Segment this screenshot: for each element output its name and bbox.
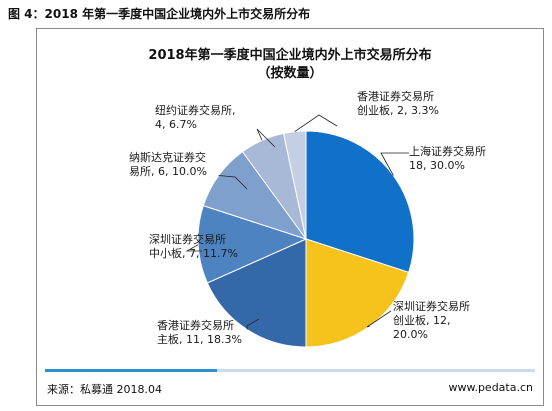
slice-label-2: 香港证券交易所主板, 11, 18.3%: [157, 318, 242, 346]
website-link: www.pedata.cn: [448, 381, 533, 394]
footer-divider: [45, 369, 535, 372]
leader-line-1: [366, 310, 392, 328]
figure-label: 图 4：2018 年第一季度中国企业境内外上市交易所分布: [8, 7, 311, 21]
slice-label-6: 香港证券交易所创业板, 2, 3.3%: [357, 89, 439, 117]
source-note: 来源：私募通 2018.04: [47, 383, 162, 396]
leader-line-3: [185, 244, 202, 252]
chart-subtitle: （按数量）: [257, 66, 323, 81]
pie-chart: 上海证券交易所 18, 30.0% 深圳证券交易所创业板, 12, 20.0% 香港证券…: [129, 89, 486, 348]
chart-frame: 2018年第一季度中国企业境内外上市交易所分布 （按数量） 上海证券交易所 18,…: [36, 28, 544, 406]
slice-label-1: 深圳证券交易所创业板, 12, 20.0%: [393, 299, 470, 341]
slice-label-5: 纽约证券交易所, 4, 6.7%: [155, 103, 236, 131]
leader-line-6: [294, 114, 338, 132]
slice-label-0: 上海证券交易所 18, 30.0%: [409, 144, 486, 172]
slice-label-3: 深圳证券交易所中小板, 7, 11.7%: [149, 232, 238, 260]
pie-slice-0: [305, 130, 415, 274]
leader-line-4: [218, 175, 248, 190]
leader-line-0: [380, 152, 409, 176]
chart-title: 2018年第一季度中国企业境内外上市交易所分布: [148, 48, 432, 63]
leader-line-2: [246, 318, 260, 330]
leader-line-5: [256, 128, 276, 148]
pie-slice-3: [197, 204, 308, 284]
footer-accent: [45, 369, 217, 372]
slice-label-4: 纳斯达克证券交易所, 6, 10.0%: [129, 150, 207, 178]
